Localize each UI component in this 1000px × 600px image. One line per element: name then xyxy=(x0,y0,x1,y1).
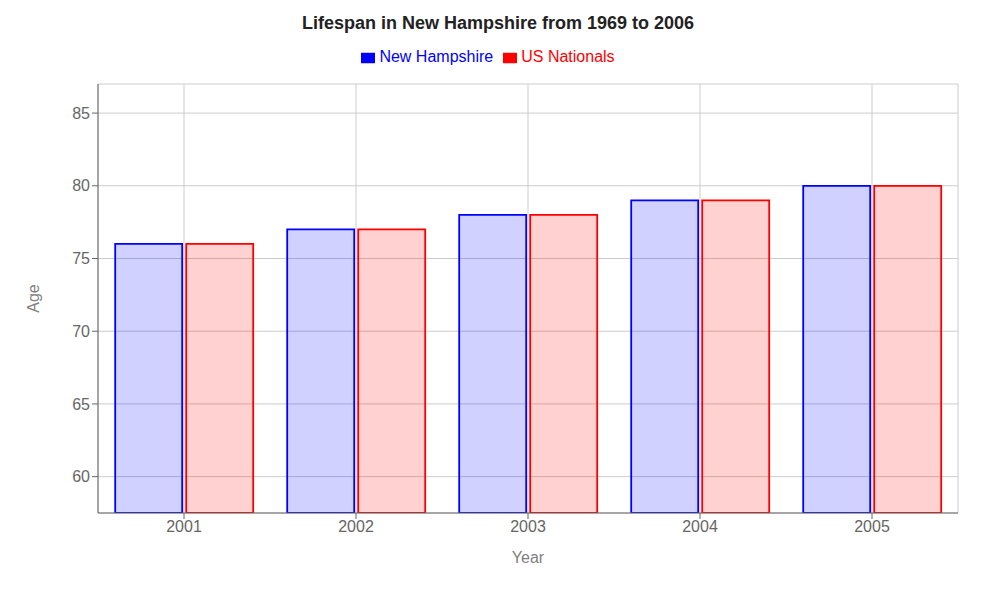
svg-text:60: 60 xyxy=(72,468,90,485)
html-text:US Nationals: US Nationals xyxy=(521,48,615,65)
svg-text:70: 70 xyxy=(72,323,90,340)
svg-text:Year: Year xyxy=(512,549,545,566)
svg-text:75: 75 xyxy=(72,250,90,267)
svg-text:65: 65 xyxy=(72,396,90,413)
html-text:Lifespan in New Hampshire from: Lifespan in New Hampshire from 1969 to 2… xyxy=(301,13,695,33)
svg-text:80: 80 xyxy=(72,177,90,194)
svg-text:2004: 2004 xyxy=(682,518,718,535)
svg-text:Age: Age xyxy=(25,284,42,313)
svg-text:2002: 2002 xyxy=(338,518,374,535)
svg-text:2001: 2001 xyxy=(166,518,202,535)
svg-text:85: 85 xyxy=(72,105,90,122)
svg-text:2005: 2005 xyxy=(854,518,890,535)
svg-text:2003: 2003 xyxy=(510,518,546,535)
html-text:New Hampshire: New Hampshire xyxy=(379,48,494,65)
